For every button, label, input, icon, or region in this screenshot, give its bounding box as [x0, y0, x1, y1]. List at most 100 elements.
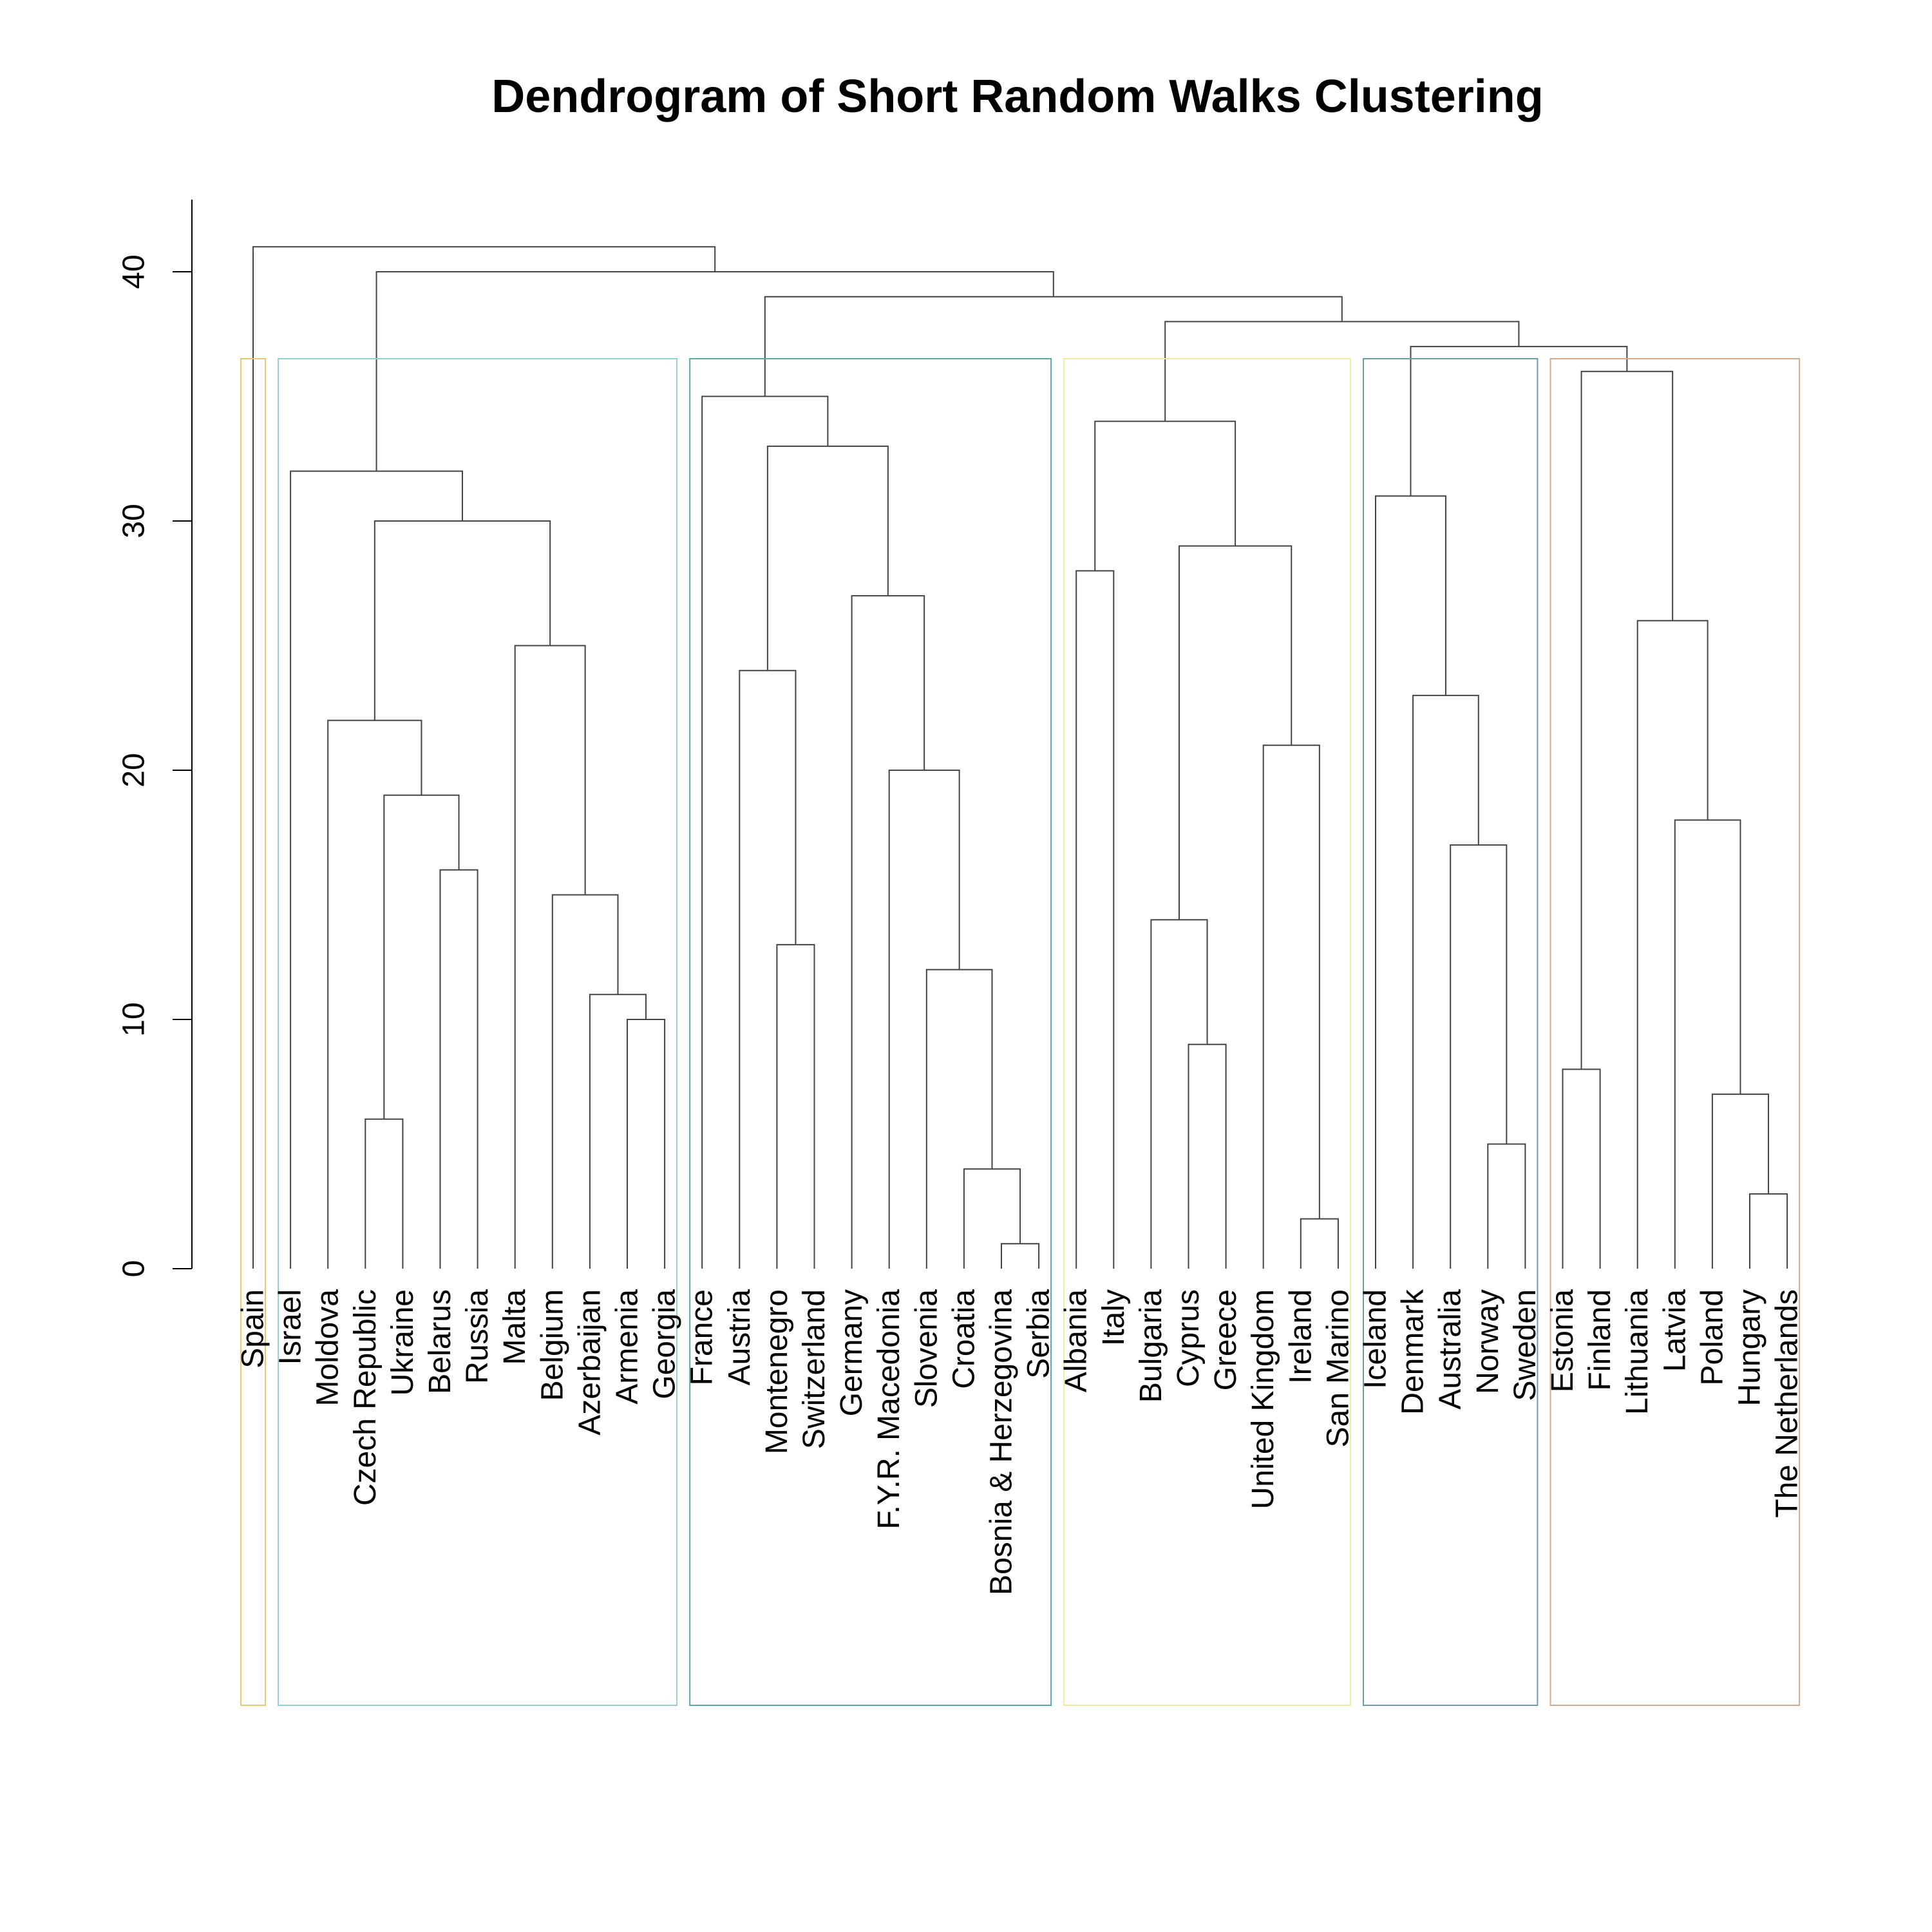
branch-m26 — [1094, 421, 1236, 571]
leaf-label-denmark: Denmark — [1396, 1289, 1430, 1415]
leaf-label-bosnia-and-herzegovina: Bosnia & Herzegovina — [985, 1289, 1019, 1595]
branch-m6 — [589, 994, 647, 1269]
leaf-label-san-marino: San Marino — [1321, 1289, 1355, 1447]
branch-m8 — [514, 645, 586, 1269]
leaf-label-belgium: Belgium — [535, 1289, 569, 1401]
leaf-label-latvia: Latvia — [1658, 1289, 1692, 1372]
leaf-label-serbia: Serbia — [1022, 1289, 1056, 1379]
y-tick-label-10: 10 — [117, 1002, 151, 1036]
branch-m20 — [1075, 570, 1115, 1269]
leaf-label-moldova: Moldova — [311, 1289, 345, 1406]
branch-m13 — [925, 969, 993, 1269]
branch-m33 — [1674, 819, 1741, 1269]
leaf-label-f-y-r-macedonia: F.Y.R. Macedonia — [872, 1289, 906, 1530]
branch-m23 — [1300, 1218, 1339, 1269]
leaf-label-poland: Poland — [1695, 1289, 1729, 1385]
leaf-label-united-kingdom: United Kingdom — [1246, 1289, 1280, 1510]
leaf-labels: Spain Israel Moldova Czech Republic Ukraine B… — [236, 1289, 1804, 1595]
leaf-label-sweden: Sweden — [1508, 1289, 1542, 1401]
branch-m28 — [1450, 844, 1508, 1269]
branch-m36 — [1580, 370, 1674, 1070]
branch-m17 — [739, 670, 797, 1269]
leaf-label-bulgaria: Bulgaria — [1134, 1289, 1168, 1403]
leaf-label-estonia: Estonia — [1546, 1289, 1580, 1392]
leaf-label-malta: Malta — [498, 1289, 532, 1365]
leaf-label-australia: Australia — [1434, 1289, 1468, 1410]
leaf-label-the-netherlands: The Netherlands — [1770, 1289, 1804, 1518]
branch-m12 — [963, 1168, 1021, 1269]
y-tick-label-30: 30 — [117, 504, 151, 538]
leaf-label-hungary: Hungary — [1733, 1289, 1767, 1406]
branch-m5 — [627, 1019, 666, 1269]
branch-m7 — [551, 894, 619, 1269]
branch-m9 — [374, 520, 551, 721]
branch-m11 — [1001, 1243, 1040, 1269]
leaf-label-israel: Israel — [274, 1289, 308, 1365]
leaf-label-italy: Italy — [1097, 1289, 1131, 1346]
leaf-label-switzerland: Switzerland — [797, 1289, 831, 1449]
branch-m3 — [383, 794, 460, 1119]
leaf-label-greece: Greece — [1209, 1289, 1243, 1390]
y-tick-label-40: 40 — [117, 254, 151, 289]
branch-m37 — [1410, 346, 1628, 497]
branch-m40 — [375, 271, 1054, 471]
branch-m18 — [766, 445, 889, 671]
branch-m1 — [365, 1118, 404, 1269]
branch-m15 — [851, 595, 925, 1269]
branch-m34 — [1636, 620, 1709, 1269]
cluster-box-1 — [240, 358, 266, 1706]
branch-m22 — [1150, 919, 1208, 1269]
leaf-label-lithuania: Lithuania — [1620, 1289, 1654, 1415]
branch-m16 — [776, 943, 815, 1269]
cluster-box-4 — [1063, 358, 1351, 1706]
cluster-box-6 — [1549, 358, 1801, 1706]
cluster-box-2 — [278, 358, 678, 1706]
branch-m25 — [1178, 545, 1293, 920]
branch-m29 — [1412, 694, 1479, 1269]
leaf-label-iceland: Iceland — [1359, 1289, 1393, 1389]
branch-m30 — [1375, 495, 1446, 1269]
leaf-label-armenia: Armenia — [611, 1289, 645, 1405]
branch-m4 — [327, 719, 422, 1269]
branch-m24 — [1262, 744, 1320, 1269]
cluster-box-5 — [1363, 358, 1539, 1706]
leaf-label-albania: Albania — [1059, 1289, 1094, 1392]
cluster-boxes — [240, 358, 1801, 1706]
leaf-label-azerbaijan: Azerbaijan — [573, 1289, 607, 1435]
y-tick-label-0: 0 — [117, 1260, 151, 1278]
branch-m10 — [290, 470, 463, 1269]
chart-title: Dendrogram of Short Random Walks Cluster… — [491, 71, 1543, 122]
branch-m41 — [252, 246, 716, 1269]
leaf-label-norway: Norway — [1471, 1289, 1505, 1394]
leaf-label-belarus: Belarus — [423, 1289, 457, 1394]
branch-m38 — [1164, 321, 1520, 422]
leaf-label-spain: Spain — [236, 1289, 270, 1368]
leaf-label-slovenia: Slovenia — [909, 1289, 943, 1408]
leaf-label-finland: Finland — [1583, 1289, 1617, 1390]
leaf-label-france: France — [685, 1289, 719, 1385]
leaf-label-montenegro: Montenegro — [760, 1289, 794, 1454]
dendrogram-branches — [252, 246, 1788, 1269]
branch-m32 — [1711, 1094, 1770, 1269]
leaf-label-ireland: Ireland — [1283, 1289, 1318, 1384]
y-axis: 0 10 20 30 40 — [117, 199, 193, 1278]
branch-m2 — [439, 869, 478, 1269]
branch-m35 — [1562, 1068, 1601, 1269]
branch-m27 — [1487, 1143, 1526, 1269]
leaf-label-russia: Russia — [460, 1289, 495, 1384]
leaf-label-croatia: Croatia — [947, 1289, 981, 1389]
branch-m39 — [764, 296, 1343, 397]
branch-m19 — [701, 395, 829, 1269]
leaf-label-austria: Austria — [723, 1289, 757, 1386]
leaf-label-ukraine: Ukraine — [386, 1289, 420, 1396]
y-tick-label-20: 20 — [117, 753, 151, 787]
leaf-label-czech-republic: Czech Republic — [348, 1289, 383, 1506]
cluster-box-3 — [689, 358, 1052, 1706]
leaf-label-cyprus: Cyprus — [1171, 1289, 1206, 1387]
leaf-label-georgia: Georgia — [648, 1289, 682, 1399]
branch-m31 — [1749, 1193, 1788, 1269]
branch-m21 — [1188, 1043, 1227, 1269]
branch-m14 — [888, 770, 960, 1269]
